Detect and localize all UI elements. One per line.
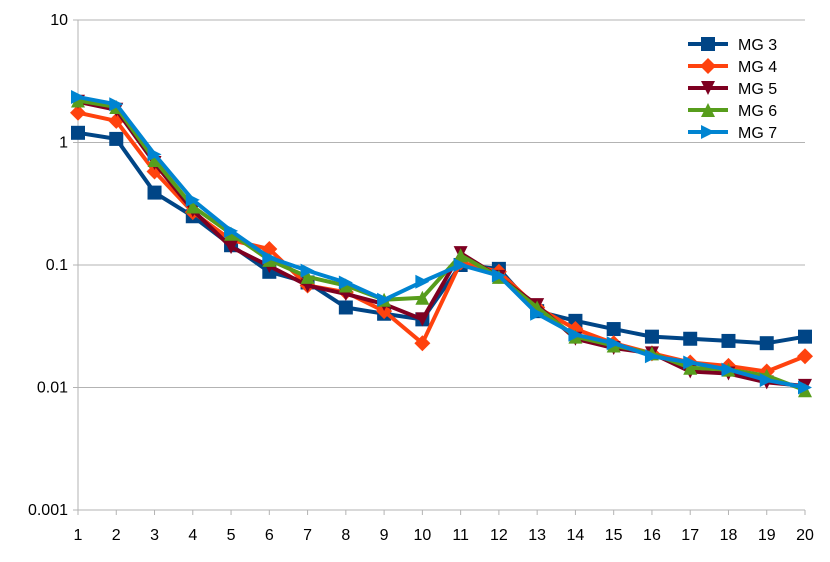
x-tick-label: 10 (413, 527, 431, 544)
x-tick-label: 19 (758, 527, 776, 544)
data-point (453, 248, 468, 263)
legend-label: MG 4 (738, 59, 777, 76)
y-tick-label: 1 (59, 135, 68, 152)
series-5 (71, 90, 812, 395)
x-tick-label: 1 (74, 527, 83, 544)
x-tick-label: 17 (681, 527, 699, 544)
data-point (262, 250, 277, 265)
data-point (70, 104, 86, 121)
x-tick-label: 5 (227, 527, 236, 544)
data-point (338, 300, 353, 315)
legend-label: MG 3 (738, 37, 777, 54)
legend-entry: MG 3 (688, 37, 777, 54)
data-point (683, 355, 698, 370)
x-tick-labels: 1 2 3 4 5 6 7 8 9 10 11 12 13 14 15 16 17 18 19 20 (74, 527, 814, 544)
data-point (797, 348, 813, 365)
legend-entry: MG 6 (688, 103, 777, 120)
data-point (759, 373, 774, 388)
x-tick-label: 9 (380, 527, 389, 544)
data-point (415, 312, 430, 327)
legend-entry: MG 4 (688, 58, 777, 76)
data-point (683, 360, 698, 375)
data-point (606, 336, 621, 351)
data-point (453, 258, 468, 272)
x-tick-label: 16 (643, 527, 661, 544)
data-point (798, 380, 812, 395)
data-point (683, 331, 698, 346)
legend-marker (701, 81, 715, 95)
data-point (300, 263, 315, 278)
x-tick-label: 18 (720, 527, 738, 544)
legend-marker (701, 103, 715, 117)
data-point (185, 192, 200, 207)
y-tick-label: 0.001 (28, 502, 68, 519)
data-point (530, 306, 545, 321)
data-point (185, 199, 200, 214)
legend-marker (700, 58, 716, 74)
data-point (759, 336, 774, 351)
x-tick-label: 15 (605, 527, 623, 544)
data-point (415, 274, 430, 289)
data-point (721, 333, 736, 348)
y-tick-labels: 0.001 0.01 0.1 1 10 (28, 12, 68, 519)
x-tick-label: 11 (452, 527, 469, 544)
legend: MG 3 MG 4 MG 5 MG 6 MG 7 (688, 37, 777, 142)
x-tick-label: 6 (265, 527, 274, 544)
data-point (300, 269, 315, 284)
legend-label: MG 7 (738, 125, 777, 142)
legend-label: MG 5 (738, 81, 777, 98)
data-point (491, 268, 506, 283)
x-tick-label: 12 (490, 527, 508, 544)
legend-marker (701, 37, 715, 51)
data-point (147, 147, 162, 162)
data-point (568, 313, 583, 328)
data-point (71, 125, 85, 140)
series-group (70, 90, 813, 398)
data-point (414, 335, 431, 352)
data-point (721, 362, 736, 377)
data-point (644, 349, 659, 364)
x-tick-label: 3 (150, 527, 159, 544)
data-point (644, 329, 659, 344)
data-point (415, 290, 430, 305)
data-point (568, 327, 583, 342)
data-point (377, 292, 392, 307)
x-tick-label: 2 (112, 527, 121, 544)
x-tick-label: 7 (303, 527, 312, 544)
x-tick-label: 20 (796, 527, 814, 544)
y-tick-label: 0.01 (37, 380, 68, 397)
x-tick-label: 8 (341, 527, 350, 544)
legend-label: MG 6 (738, 103, 777, 120)
legend-entry: MG 7 (688, 125, 777, 142)
y-tick-label: 0.1 (46, 257, 68, 274)
y-tick-label: 10 (50, 12, 68, 29)
data-point (71, 93, 85, 108)
data-point (109, 97, 124, 112)
legend-marker (701, 125, 715, 139)
legend-entry: MG 5 (688, 81, 777, 98)
data-point (224, 223, 239, 238)
data-point (147, 185, 162, 200)
x-tick-label: 4 (188, 527, 197, 544)
data-point (71, 90, 85, 105)
data-point (798, 329, 812, 344)
data-point (224, 240, 239, 255)
data-point (606, 322, 621, 337)
x-tick-label: 13 (528, 527, 546, 544)
data-point (109, 131, 124, 146)
x-tick-label: 14 (567, 527, 585, 544)
data-point (147, 152, 162, 167)
data-point (338, 275, 353, 290)
